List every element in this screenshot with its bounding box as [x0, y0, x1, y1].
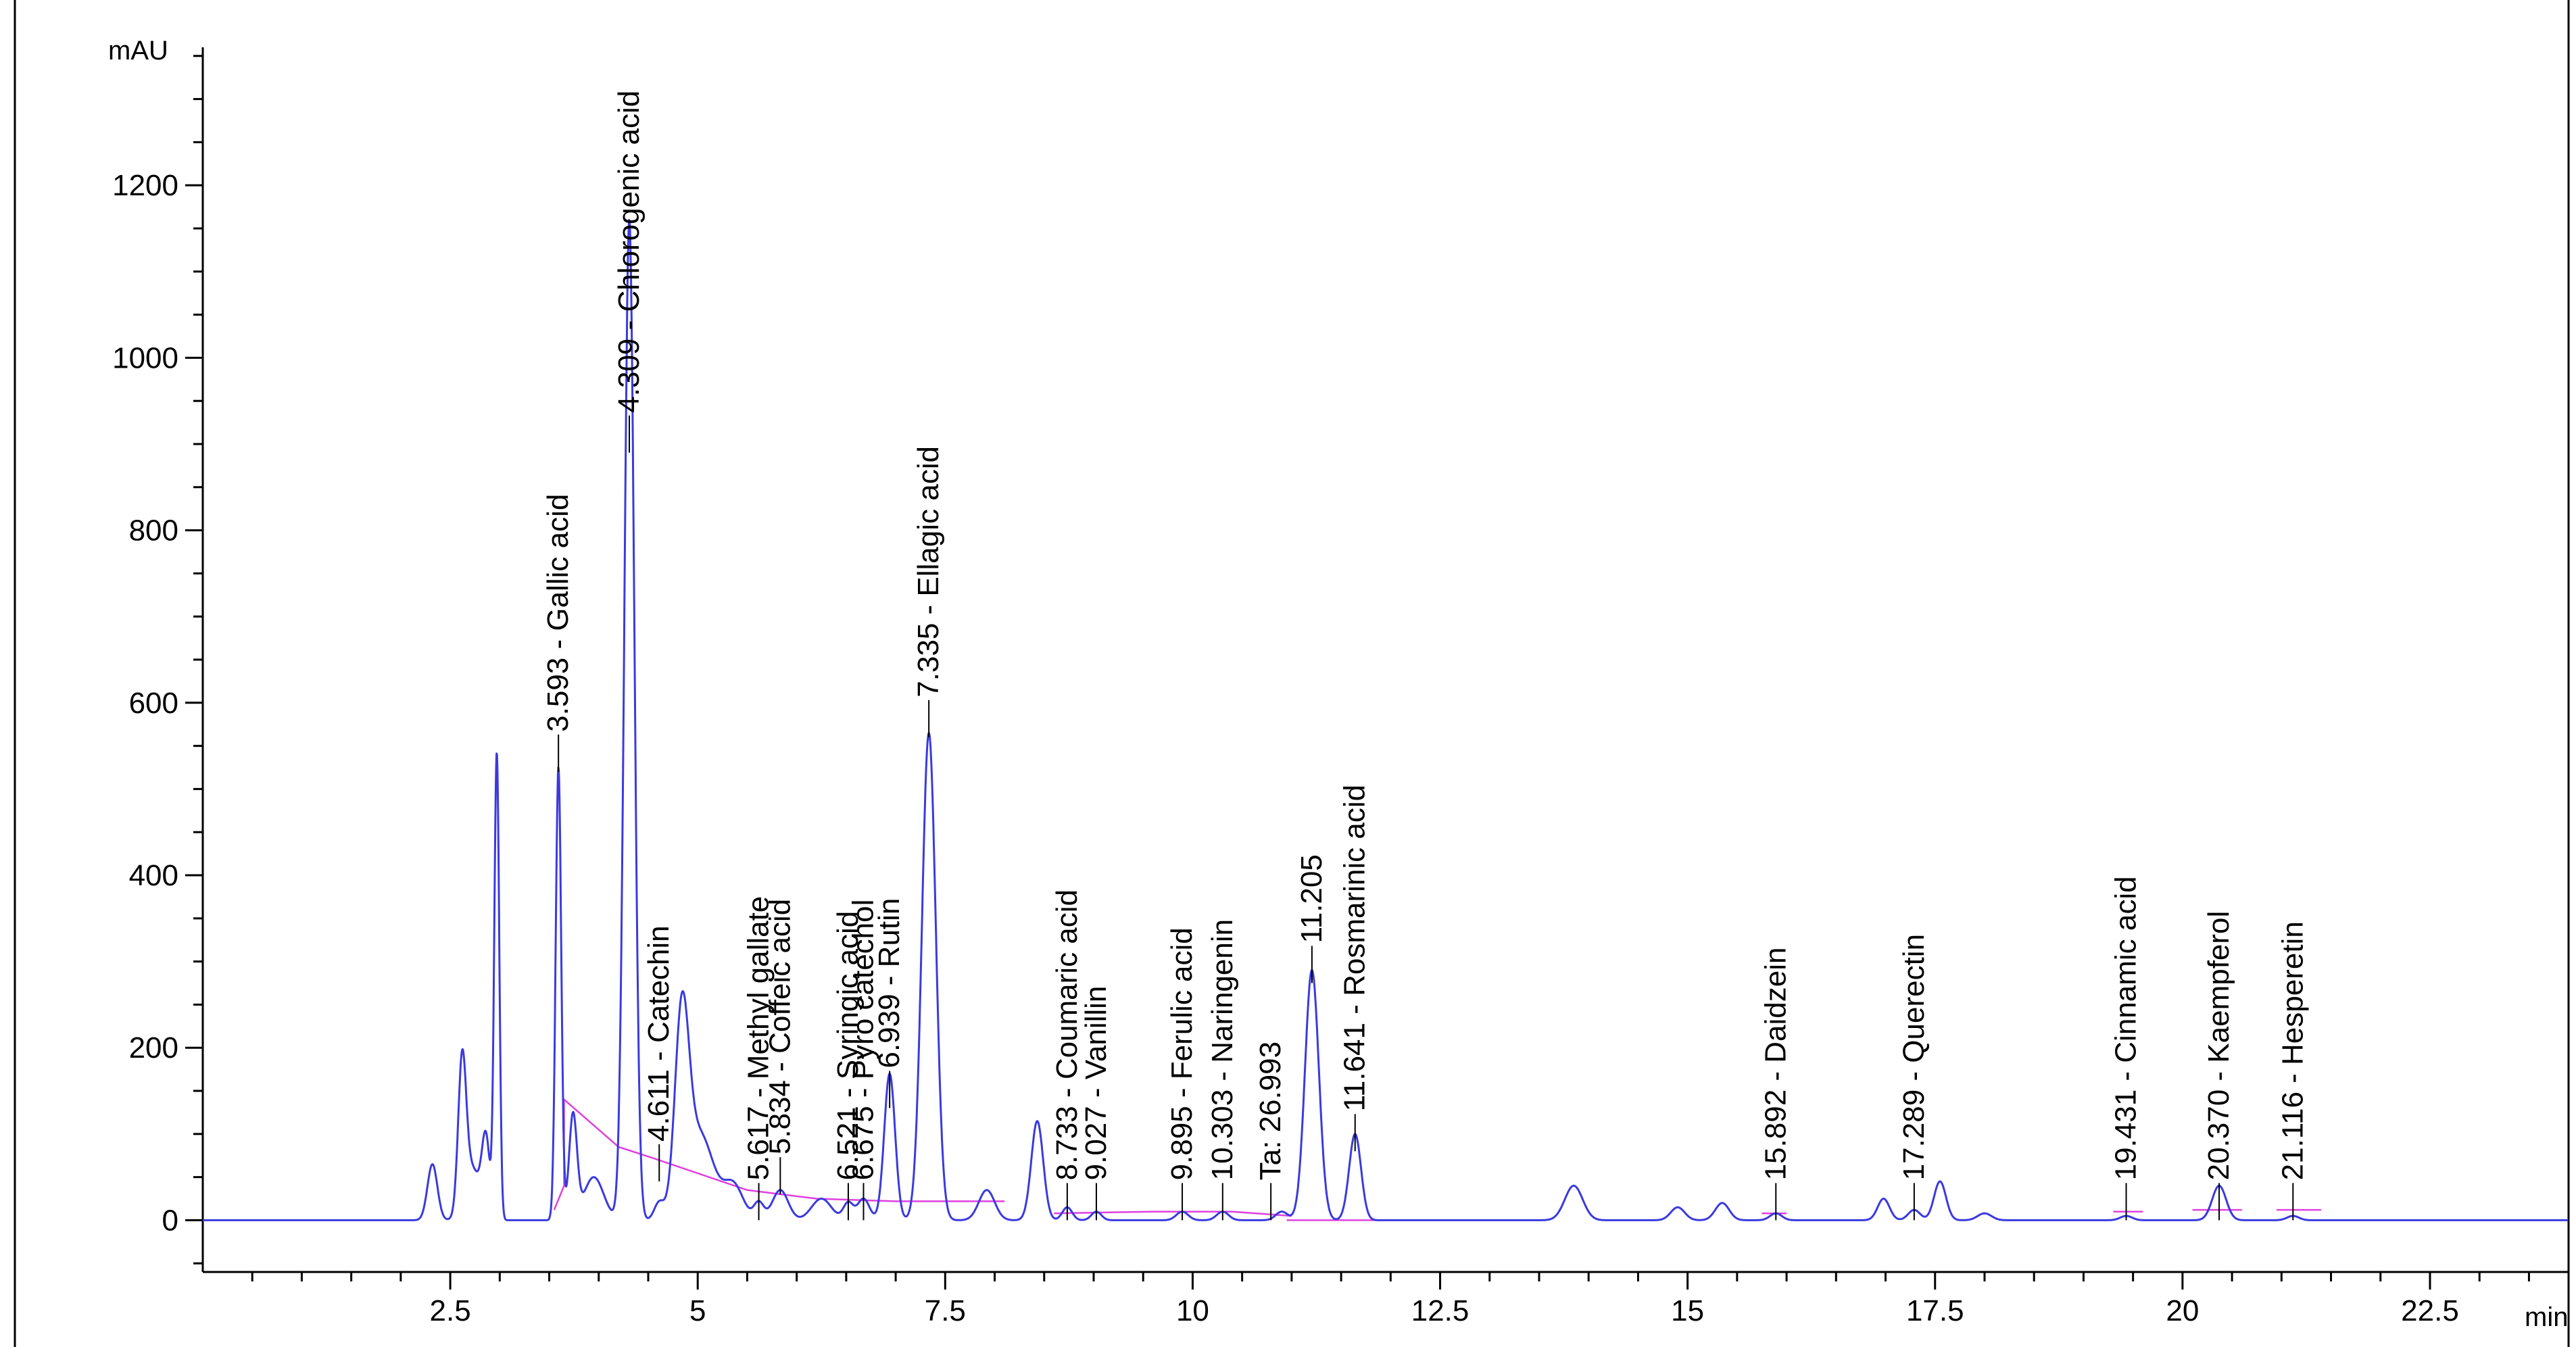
- y-tick-label: 1000: [112, 341, 178, 374]
- peak-label: 15.892 - Daidzein: [1759, 948, 1792, 1181]
- peak-label: 6.939 - Rutin: [873, 898, 906, 1069]
- peak-label: 3.593 - Gallic acid: [541, 494, 575, 732]
- peak-label: 17.289 - Querectin: [1897, 934, 1930, 1180]
- peak-label: 19.431 - Cinnamic acid: [2110, 876, 2143, 1180]
- peak-annotations: 3.593 - Gallic acid 4.309 - Chlorogenic a…: [541, 91, 2309, 1221]
- peak-label: 5.834 - Coffeic acid: [763, 899, 796, 1154]
- peak-label: 5.617 - Methyl gallate: [742, 896, 775, 1181]
- y-tick-label: 0: [162, 1204, 178, 1237]
- peak-label: 21.116 - Hesperetin: [2276, 921, 2309, 1180]
- y-axis-unit-label: mAU: [108, 36, 168, 66]
- y-tick-label: 600: [129, 687, 178, 720]
- x-tick-label: 22.5: [2401, 1294, 2459, 1327]
- peak-label: 6.675 - Pyro catechol: [847, 900, 880, 1181]
- y-axis: 0 200 400 600 800 1000 1200: [112, 47, 204, 1272]
- peak-label: 9.027 - Vanillin: [1079, 986, 1113, 1181]
- peak-label: 11.641 - Rosmarinic acid: [1338, 785, 1371, 1111]
- y-tick-label: 1200: [112, 169, 178, 202]
- x-tick-label: 17.5: [1906, 1294, 1964, 1327]
- peak-label: Ta: 26.993: [1254, 1042, 1287, 1181]
- chromatogram-trace: [202, 218, 2569, 1221]
- y-tick-label: 800: [129, 514, 178, 547]
- peak-label: 8.733 - Coumaric acid: [1050, 889, 1084, 1180]
- y-tick-label: 200: [129, 1031, 178, 1064]
- x-axis-unit-label: min: [2525, 1302, 2568, 1332]
- x-tick-label: 7.5: [925, 1294, 966, 1327]
- integration-baseline: [1054, 1210, 1292, 1217]
- x-tick-label: 15: [1671, 1294, 1704, 1327]
- peak-label: 6.521 - Syringic acid: [831, 911, 865, 1181]
- peak-label: 10.303 - Naringenin: [1206, 919, 1239, 1180]
- x-tick-label: 10: [1176, 1294, 1209, 1327]
- peak-label: 11.205: [1295, 854, 1328, 943]
- x-tick-label: 5: [689, 1294, 706, 1327]
- peak-label: 20.370 - Kaempferol: [2202, 911, 2235, 1181]
- peak-label: 4.309 - Chlorogenic acid: [612, 91, 646, 413]
- x-tick-label: 12.5: [1411, 1294, 1469, 1327]
- y-tick-label: 400: [129, 859, 178, 892]
- x-tick-label: 20: [2166, 1294, 2199, 1327]
- peak-label: 9.895 - Ferulic acid: [1165, 927, 1198, 1180]
- x-axis: 2.5 5 7.5 10 12.5 15 17.5 20 22.5: [203, 1271, 2569, 1327]
- peak-label: 4.611 - Catechin: [642, 925, 675, 1142]
- peak-label: 7.335 - Ellagic acid: [912, 446, 945, 697]
- x-tick-label: 2.5: [430, 1294, 471, 1327]
